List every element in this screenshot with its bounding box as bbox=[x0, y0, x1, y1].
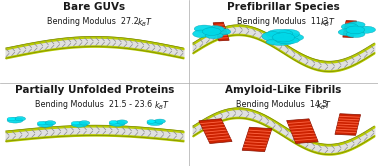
Ellipse shape bbox=[273, 33, 294, 42]
Polygon shape bbox=[287, 119, 318, 143]
Text: Prefibrillar Species: Prefibrillar Species bbox=[227, 2, 340, 12]
Ellipse shape bbox=[347, 22, 365, 28]
Ellipse shape bbox=[37, 122, 53, 127]
Ellipse shape bbox=[71, 122, 87, 127]
Ellipse shape bbox=[338, 29, 361, 36]
Ellipse shape bbox=[214, 29, 231, 35]
Polygon shape bbox=[199, 119, 232, 144]
Ellipse shape bbox=[267, 29, 293, 38]
Text: $k_\mathregular{B}T$: $k_\mathregular{B}T$ bbox=[321, 17, 336, 29]
Ellipse shape bbox=[45, 121, 56, 125]
Ellipse shape bbox=[202, 28, 221, 35]
Ellipse shape bbox=[147, 120, 156, 123]
Polygon shape bbox=[335, 114, 361, 135]
Ellipse shape bbox=[341, 23, 358, 30]
Ellipse shape bbox=[262, 32, 284, 41]
Text: Bending Modulus  14.5: Bending Modulus 14.5 bbox=[237, 100, 330, 109]
Ellipse shape bbox=[356, 26, 375, 33]
Ellipse shape bbox=[116, 120, 128, 124]
Ellipse shape bbox=[7, 118, 23, 123]
Text: $k_\mathregular{B}T$: $k_\mathregular{B}T$ bbox=[316, 100, 332, 112]
Polygon shape bbox=[242, 127, 272, 152]
Text: Bare GUVs: Bare GUVs bbox=[64, 2, 125, 12]
Ellipse shape bbox=[154, 119, 166, 123]
Ellipse shape bbox=[346, 26, 365, 34]
Text: Bending Modulus  11.3: Bending Modulus 11.3 bbox=[237, 17, 330, 26]
Ellipse shape bbox=[206, 26, 224, 32]
Ellipse shape bbox=[278, 29, 300, 38]
Ellipse shape bbox=[14, 117, 26, 121]
Text: Bending Modulus  27.2: Bending Modulus 27.2 bbox=[47, 17, 142, 26]
Ellipse shape bbox=[346, 31, 365, 38]
Ellipse shape bbox=[109, 121, 118, 124]
Text: $k_\mathregular{B}T$: $k_\mathregular{B}T$ bbox=[137, 17, 153, 29]
Ellipse shape bbox=[109, 121, 125, 126]
Text: Bending Modulus  21.5 - 23.6: Bending Modulus 21.5 - 23.6 bbox=[35, 100, 154, 109]
Ellipse shape bbox=[276, 37, 299, 44]
Ellipse shape bbox=[147, 120, 163, 125]
Ellipse shape bbox=[79, 121, 90, 125]
Text: $k_\mathregular{B}T$: $k_\mathregular{B}T$ bbox=[154, 100, 170, 112]
Ellipse shape bbox=[194, 25, 214, 33]
Polygon shape bbox=[213, 22, 229, 41]
Ellipse shape bbox=[71, 121, 80, 125]
Ellipse shape bbox=[266, 39, 294, 45]
Ellipse shape bbox=[279, 34, 304, 42]
Ellipse shape bbox=[193, 30, 209, 38]
Text: Partially Unfolded Proteins: Partially Unfolded Proteins bbox=[15, 85, 174, 95]
Ellipse shape bbox=[37, 121, 46, 125]
Text: Amyloid-Like Fibrils: Amyloid-Like Fibrils bbox=[225, 85, 342, 95]
Ellipse shape bbox=[7, 117, 16, 121]
Polygon shape bbox=[343, 21, 356, 38]
Ellipse shape bbox=[205, 33, 223, 39]
